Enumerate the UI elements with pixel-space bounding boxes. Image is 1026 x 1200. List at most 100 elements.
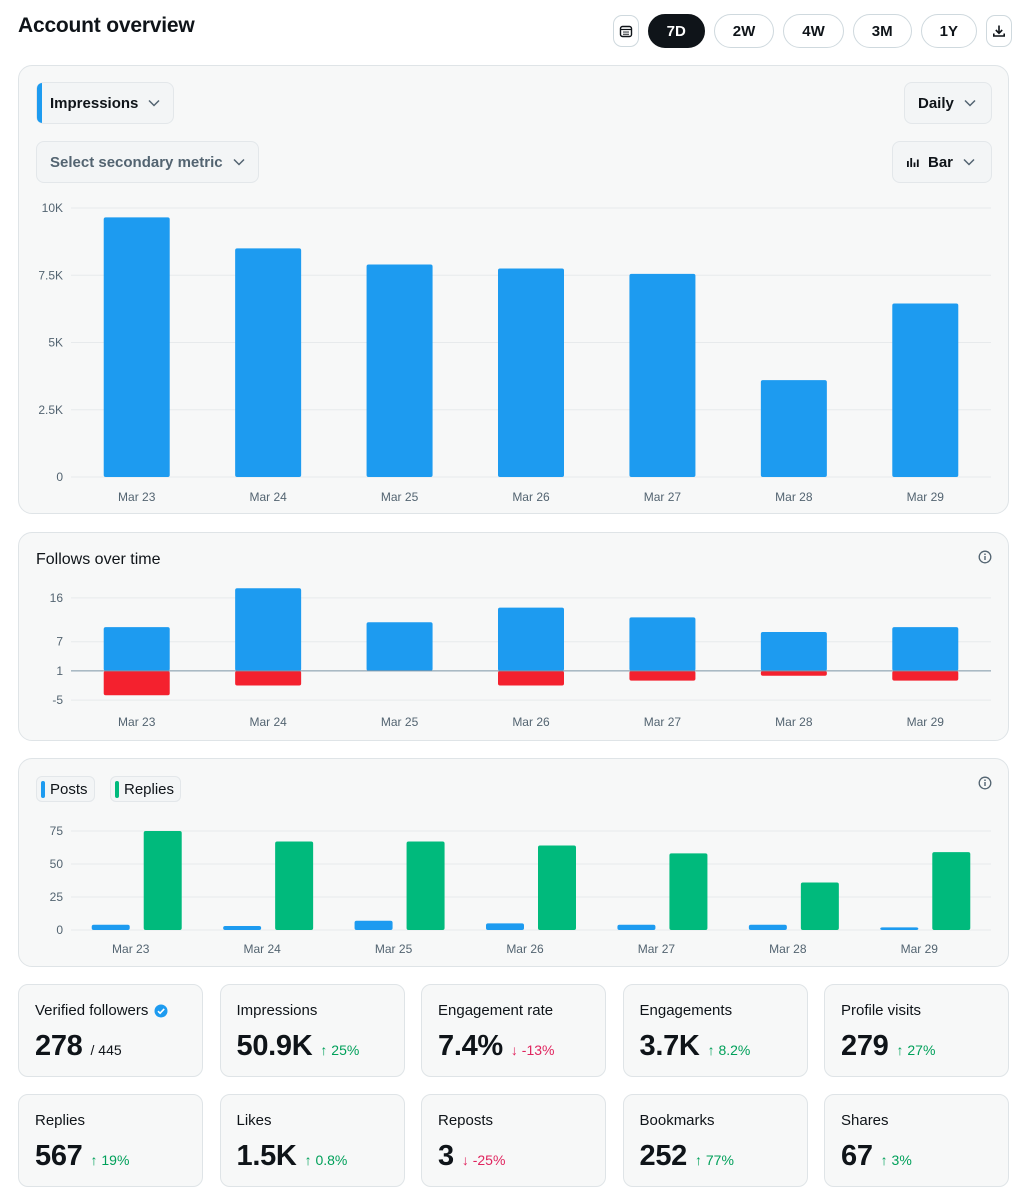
stat-card-bookmarks[interactable]: Bookmarks 252 ↑ 77%	[622, 1094, 808, 1187]
chevron-down-icon	[963, 158, 975, 166]
bar-follows[interactable]	[235, 588, 302, 671]
x-tick-label: Mar 27	[638, 942, 676, 956]
secondary-metric-placeholder: Select secondary metric	[50, 153, 223, 171]
download-icon	[993, 25, 1005, 37]
bar-unfollows[interactable]	[498, 670, 564, 686]
stat-value-row: 67 ↑ 3%	[841, 1140, 912, 1173]
bar-impressions[interactable]	[760, 380, 827, 477]
bar-posts[interactable]	[617, 924, 656, 930]
bar-follows[interactable]	[760, 631, 827, 671]
info-icon[interactable]	[978, 550, 992, 564]
range-7d-button[interactable]: 7D	[647, 14, 705, 48]
stat-card-impressions[interactable]: Impressions 50.9K ↑ 25%	[219, 984, 405, 1077]
stat-label: Engagement rate	[438, 1002, 553, 1019]
bar-impressions[interactable]	[103, 217, 170, 478]
stat-value: 567	[35, 1140, 83, 1172]
stat-value: 278	[35, 1030, 83, 1062]
bar-replies[interactable]	[932, 852, 971, 930]
bar-posts[interactable]	[486, 923, 524, 930]
bar-replies[interactable]	[406, 841, 445, 930]
stat-card-engagement-rate[interactable]: Engagement rate 7.4% ↓ -13%	[421, 984, 606, 1077]
bar-impressions[interactable]	[892, 303, 959, 477]
stat-value-row: 278 / 445	[35, 1030, 122, 1063]
bar-unfollows[interactable]	[103, 670, 170, 696]
stat-label-text: Engagement rate	[438, 1002, 554, 1019]
date-range-bar: 7D 2W 4W 3M 1Y	[612, 14, 1012, 48]
legend-posts[interactable]: Posts	[36, 776, 95, 802]
y-tick-label: 0	[56, 470, 63, 484]
bar-replies[interactable]	[800, 882, 839, 930]
bar-impressions[interactable]	[235, 248, 302, 477]
stat-card-profile-visits[interactable]: Profile visits 279 ↑ 27%	[824, 984, 1009, 1077]
range-3m-button[interactable]: 3M	[852, 14, 912, 48]
stat-label: Impressions	[237, 1002, 318, 1019]
stat-card-verified-followers[interactable]: Verified followers 278 / 445	[18, 984, 203, 1077]
range-4w-button[interactable]: 4W	[783, 14, 844, 48]
bar-follows[interactable]	[366, 622, 433, 671]
bar-posts[interactable]	[91, 924, 130, 930]
y-tick-label: 75	[50, 824, 64, 838]
y-tick-label: 7.5K	[38, 268, 63, 282]
bar-replies[interactable]	[669, 853, 708, 930]
bar-replies[interactable]	[275, 841, 314, 930]
legend-replies[interactable]: Replies	[110, 776, 182, 802]
bar-posts[interactable]	[223, 926, 262, 930]
y-tick-label: 25	[50, 890, 64, 904]
bar-follows[interactable]	[498, 607, 564, 671]
stat-change-up: ↑ 25%	[320, 1042, 360, 1058]
y-tick-label: 0	[56, 923, 63, 937]
range-1y-button[interactable]: 1Y	[920, 14, 977, 48]
stat-card-engagements[interactable]: Engagements 3.7K ↑ 8.2%	[622, 984, 808, 1077]
bar-follows[interactable]	[892, 627, 959, 671]
stat-card-shares[interactable]: Shares 67 ↑ 3%	[824, 1094, 1009, 1187]
bar-impressions[interactable]	[498, 268, 564, 477]
stat-card-replies[interactable]: Replies 567 ↑ 19%	[18, 1094, 203, 1187]
legend-replies-swatch	[115, 780, 119, 798]
bar-unfollows[interactable]	[629, 670, 696, 681]
stat-card-likes[interactable]: Likes 1.5K ↑ 0.8%	[219, 1094, 405, 1187]
stat-card-reposts[interactable]: Reposts 3 ↓ -25%	[421, 1094, 606, 1187]
bar-follows[interactable]	[629, 617, 696, 671]
x-tick-label: Mar 26	[512, 715, 550, 729]
stat-label: Engagements	[640, 1002, 733, 1019]
bar-replies[interactable]	[538, 845, 576, 930]
y-tick-label: 16	[50, 591, 64, 605]
stat-label-text: Replies	[35, 1112, 86, 1129]
primary-metric-color-indicator	[37, 83, 42, 123]
bar-posts[interactable]	[748, 924, 787, 930]
info-icon[interactable]	[978, 776, 992, 790]
secondary-metric-select[interactable]: Select secondary metric	[36, 141, 259, 183]
chart-type-select[interactable]: Bar	[892, 141, 992, 183]
range-2w-button[interactable]: 2W	[713, 14, 775, 48]
chevron-down-icon	[233, 158, 245, 166]
x-tick-label: Mar 26	[512, 490, 550, 504]
bar-posts[interactable]	[880, 927, 919, 930]
x-tick-label: Mar 23	[118, 490, 156, 504]
stat-label-text: Verified followers	[35, 1002, 149, 1019]
page-title: Account overview	[18, 14, 195, 37]
y-tick-label: 7	[56, 635, 63, 649]
stat-change-up: ↑ 3%	[880, 1152, 912, 1168]
bar-unfollows[interactable]	[892, 670, 959, 681]
bar-follows[interactable]	[103, 627, 170, 671]
bar-posts[interactable]	[354, 920, 393, 930]
stat-value-row: 1.5K ↑ 0.8%	[237, 1140, 348, 1173]
bar-unfollows[interactable]	[235, 670, 302, 686]
stat-value: 252	[639, 1140, 688, 1172]
legend-posts-swatch	[41, 780, 45, 798]
download-button[interactable]	[986, 15, 1012, 47]
interval-select[interactable]: Daily	[904, 82, 992, 124]
stat-value: 3.7K	[639, 1030, 700, 1062]
stat-label: Shares	[841, 1112, 889, 1129]
primary-metric-select[interactable]: Impressions	[36, 82, 174, 124]
bar-replies[interactable]	[143, 830, 182, 930]
x-tick-label: Mar 27	[644, 490, 682, 504]
calendar-button[interactable]	[612, 15, 639, 47]
bar-impressions[interactable]	[366, 264, 433, 477]
x-tick-label: Mar 29	[907, 490, 945, 504]
bar-unfollows[interactable]	[760, 670, 827, 676]
follows-bar-chart: -5 1 7 16 Mar 23 Mar 24 Mar 25 Mar 26 Mar 27 Mar …	[50, 588, 991, 729]
verified-badge-icon	[154, 1004, 168, 1017]
x-tick-label: Mar 26	[506, 942, 544, 956]
bar-impressions[interactable]	[629, 273, 696, 477]
